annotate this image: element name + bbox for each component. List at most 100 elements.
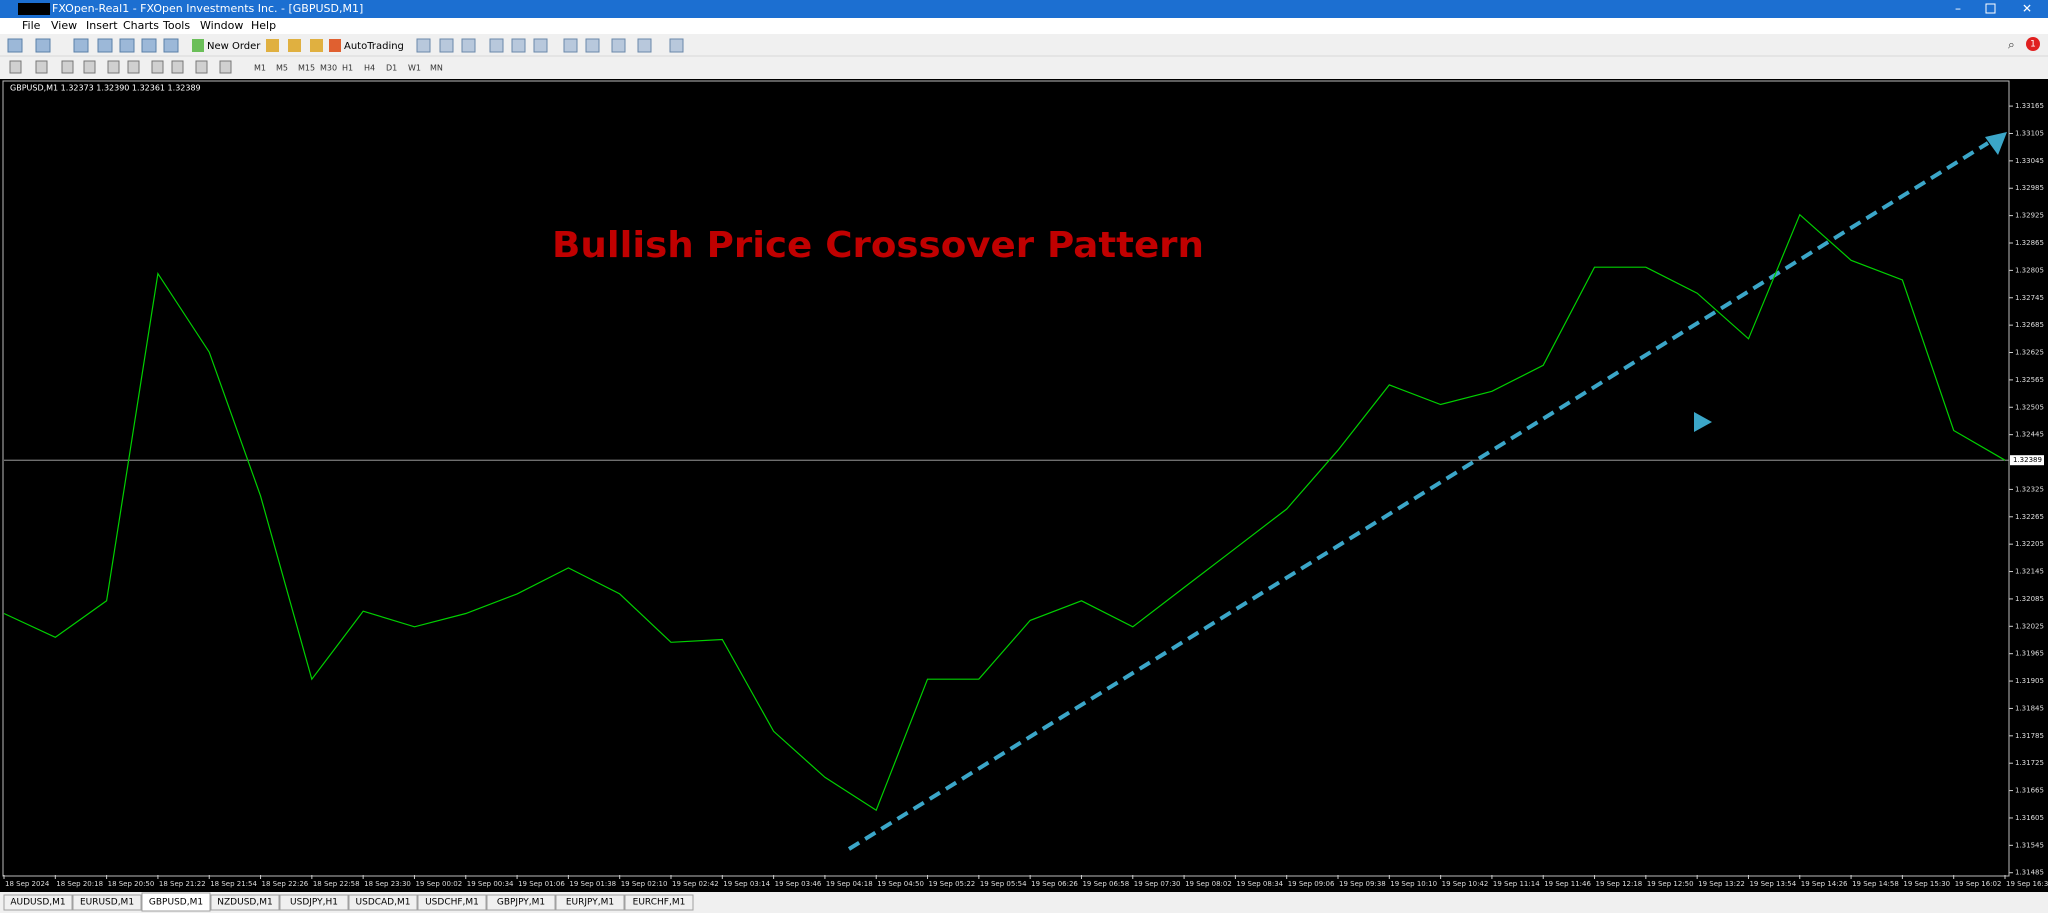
notification-badge[interactable] (2026, 37, 2040, 51)
timeframe-button[interactable]: H1 (342, 64, 353, 73)
toolbar-icon[interactable] (266, 39, 279, 52)
chart-tab-label[interactable]: GBPUSD,M1 (149, 898, 203, 908)
timeframe-button[interactable]: M1 (254, 64, 266, 73)
y-tick-label: 1.32025 (2015, 622, 2044, 630)
menu-item[interactable]: Window (200, 19, 243, 32)
toolbar-icon[interactable] (310, 39, 323, 52)
trend-line (847, 141, 1990, 851)
chart-tab-label[interactable]: EURUSD,M1 (80, 898, 134, 908)
x-tick-label: 19 Sep 03:14 (723, 880, 770, 888)
chart-header: GBPUSD,M1 1.32373 1.32390 1.32361 1.3238… (10, 84, 201, 93)
timeframe-button[interactable]: MN (430, 64, 443, 73)
y-tick-label: 1.31485 (2015, 869, 2044, 877)
toolbar-icon[interactable] (119, 38, 135, 53)
x-tick-label: 19 Sep 12:18 (1596, 880, 1643, 888)
y-tick-label: 1.32745 (2015, 294, 2044, 302)
menu-item[interactable]: Charts (123, 19, 159, 32)
toolbar-icon[interactable] (97, 38, 113, 53)
tool-icon[interactable] (151, 60, 164, 74)
chart-tab[interactable] (624, 894, 694, 911)
timeframe-button[interactable]: M15 (298, 64, 315, 73)
toolbar-icon[interactable] (35, 38, 51, 53)
chart-tab-label[interactable]: EURJPY,M1 (566, 898, 614, 908)
toolbar-icon[interactable] (141, 38, 157, 53)
timeframe-button[interactable]: H4 (364, 64, 375, 73)
x-tick-label: 19 Sep 01:38 (569, 880, 616, 888)
chart-tab-label[interactable]: USDCHF,M1 (425, 898, 479, 908)
chart-tab[interactable] (348, 894, 418, 911)
toolbar-icon[interactable] (611, 38, 626, 53)
toolbar-icon[interactable] (461, 38, 476, 53)
tool-icon[interactable] (35, 60, 48, 74)
chart-tab-label[interactable]: USDJPY,H1 (290, 898, 338, 908)
toolbar-icon[interactable] (637, 38, 652, 53)
toolbar-icon[interactable] (329, 39, 341, 52)
x-tick-label: 19 Sep 06:26 (1031, 880, 1078, 888)
chart-window (0, 79, 2048, 892)
search-icon[interactable]: ⌕ (2008, 38, 2015, 52)
toolbar-icon[interactable] (489, 38, 504, 53)
y-tick-label: 1.32805 (2015, 266, 2044, 274)
toolbar-icon[interactable] (73, 38, 89, 53)
toolbar-icon[interactable] (669, 38, 684, 53)
x-tick-label: 19 Sep 08:02 (1185, 880, 1232, 888)
menu-item[interactable]: Insert (86, 19, 118, 32)
toolbar-icon[interactable] (439, 38, 454, 53)
toolbar-icon[interactable] (288, 39, 301, 52)
toolbar-icon[interactable] (563, 38, 578, 53)
tool-icon[interactable] (107, 60, 120, 74)
x-tick-label: 19 Sep 03:46 (775, 880, 822, 888)
toolbar-icon[interactable] (416, 38, 431, 53)
chart-tab-label[interactable]: GBPJPY,M1 (497, 898, 545, 908)
toolbar-icon[interactable] (533, 38, 548, 53)
chart-tab[interactable] (72, 894, 142, 911)
menu-item[interactable]: View (51, 19, 77, 32)
chart-tab[interactable] (555, 894, 625, 911)
x-tick-label: 19 Sep 04:50 (877, 880, 924, 888)
close[interactable]: ✕ (2022, 2, 2032, 16)
toolbar-icon[interactable] (585, 38, 600, 53)
y-tick-label: 1.31545 (2015, 841, 2044, 849)
toolbar-icon[interactable] (192, 39, 204, 52)
tool-icon[interactable] (127, 60, 140, 74)
x-tick-label: 18 Sep 2024 (5, 880, 50, 888)
toolbar-icon[interactable] (163, 38, 179, 53)
tool-icon[interactable] (219, 60, 232, 74)
timeframe-button[interactable]: D1 (386, 64, 397, 73)
current-price-box (2010, 455, 2044, 466)
timeframe-button[interactable]: M5 (276, 64, 288, 73)
y-tick-label: 1.33105 (2015, 129, 2044, 137)
minimize[interactable]: – (1955, 2, 1961, 16)
chart-tab[interactable] (417, 894, 487, 911)
chart-annotation: Bullish Price Crossover Pattern (552, 225, 1204, 266)
trend-arrow-head (1985, 132, 2007, 155)
tool-icon[interactable] (9, 60, 22, 74)
y-tick-label: 1.31845 (2015, 704, 2044, 712)
chart-tab[interactable] (486, 894, 556, 911)
menu-item[interactable]: Tools (162, 19, 190, 32)
maximize[interactable] (1985, 3, 1996, 14)
menu-item[interactable]: Help (251, 19, 276, 32)
y-tick-label: 1.33045 (2015, 157, 2044, 165)
chart-tab[interactable] (279, 894, 349, 911)
tool-icon[interactable] (61, 60, 74, 74)
timeframe-button[interactable]: W1 (408, 64, 421, 73)
timeframe-button[interactable]: M30 (320, 64, 337, 73)
tool-icon[interactable] (195, 60, 208, 74)
chart-tab[interactable] (3, 894, 73, 911)
chart-tab-label[interactable]: USDCAD,M1 (356, 898, 411, 908)
tool-icon[interactable] (171, 60, 184, 74)
chart-tab[interactable] (210, 894, 280, 911)
menu-item[interactable]: File (22, 19, 41, 32)
chart-tab[interactable] (141, 892, 211, 912)
chart-tab-label[interactable]: NZDUSD,M1 (217, 898, 272, 908)
price-line (3, 213, 2006, 812)
chart-tab-label[interactable]: AUDUSD,M1 (10, 898, 65, 908)
toolbar-icon[interactable] (7, 38, 23, 53)
tool-icon[interactable] (83, 60, 96, 74)
new-order-button[interactable]: New Order (207, 41, 261, 52)
autotrading-button[interactable]: AutoTrading (344, 41, 404, 52)
toolbar-icon[interactable] (511, 38, 526, 53)
chart-tab-label[interactable]: EURCHF,M1 (633, 898, 686, 908)
